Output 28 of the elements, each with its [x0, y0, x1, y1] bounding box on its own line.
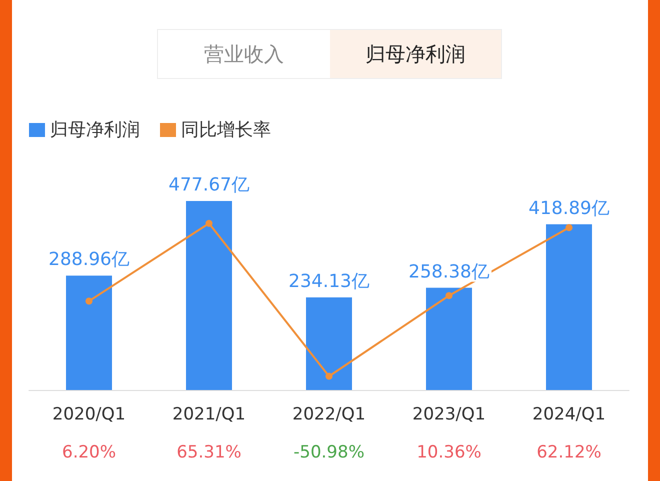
x-tick-label: 2023/Q1	[412, 404, 486, 424]
point	[86, 298, 92, 305]
point	[206, 220, 212, 227]
bar	[186, 201, 232, 390]
legend-label: 归母净利润	[50, 120, 140, 140]
data-label: 6.20%	[62, 442, 116, 462]
point	[446, 292, 452, 300]
point	[326, 372, 332, 380]
data-label: 65.31%	[176, 442, 242, 462]
bar	[426, 288, 472, 390]
bar	[546, 224, 592, 390]
legend-label: 同比增长率	[181, 120, 271, 140]
bar	[306, 297, 352, 390]
data-label: 234.13亿	[288, 270, 370, 292]
x-tick-label: 2024/Q1	[532, 404, 606, 424]
data-label: -50.98%	[294, 442, 364, 462]
point	[566, 224, 572, 232]
data-label: 62.12%	[536, 442, 602, 462]
tab[interactable]: 归母净利润	[330, 30, 501, 78]
data-label: 418.89亿	[528, 198, 610, 219]
x-tick-label: 2020/Q1	[52, 404, 126, 424]
bar	[66, 276, 112, 390]
x-tick-label: 2021/Q1	[172, 404, 246, 424]
data-label: 477.67亿	[168, 174, 250, 196]
x-tick-label: 2022/Q1	[292, 404, 366, 424]
data-label: 288.96亿	[48, 249, 130, 270]
data-label: 10.36%	[416, 442, 482, 462]
data-label: 258.38亿	[408, 261, 490, 282]
